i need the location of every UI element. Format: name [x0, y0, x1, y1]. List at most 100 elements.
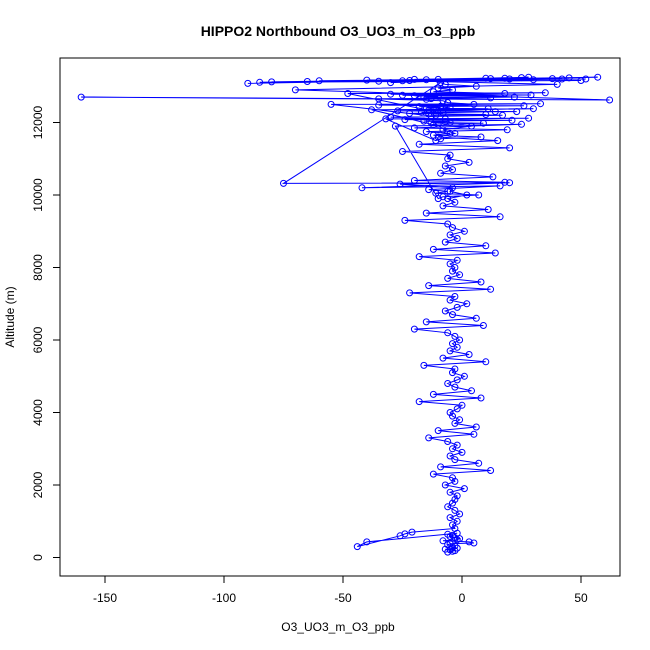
data-point: [451, 419, 459, 427]
data-point: [446, 296, 454, 304]
data-point: [449, 311, 456, 319]
data-point: [479, 119, 487, 127]
data-point: [439, 537, 447, 545]
data-point: [406, 109, 414, 117]
data-point: [479, 322, 487, 329]
data-point: [456, 271, 464, 279]
data-point: [434, 427, 442, 435]
data-point: [489, 173, 497, 181]
data-point: [458, 401, 466, 409]
data-point: [429, 245, 437, 253]
data-point: [468, 122, 475, 130]
data-point: [446, 231, 454, 239]
data-point: [453, 517, 461, 525]
data-point: [487, 75, 495, 83]
data-point: [472, 314, 480, 322]
data-point: [520, 102, 528, 110]
data-point: [458, 448, 466, 456]
data-point: [491, 249, 499, 257]
data-point: [444, 99, 452, 107]
data-point: [425, 186, 433, 194]
data-point: [415, 253, 423, 261]
data-point: [77, 93, 85, 101]
data-point: [422, 318, 430, 326]
y-tick-label: 2000: [31, 471, 45, 498]
data-point: [453, 544, 461, 552]
data-point: [496, 213, 504, 221]
data-point: [446, 187, 454, 195]
data-point: [401, 530, 409, 538]
data-point: [558, 75, 566, 83]
data-point: [387, 79, 395, 87]
data-point: [427, 112, 435, 120]
x-tick-label: 0: [459, 591, 466, 605]
data-point: [401, 216, 409, 224]
data-point: [541, 89, 549, 97]
data-point: [453, 343, 461, 351]
data-point: [484, 105, 492, 113]
data-point: [446, 347, 454, 355]
data-point: [451, 293, 459, 300]
data-point: [441, 118, 449, 126]
data-point: [475, 191, 483, 199]
data-point: [425, 106, 433, 114]
data-point: [527, 91, 535, 99]
data-point: [432, 111, 440, 119]
data-point: [525, 114, 533, 122]
data-point: [594, 73, 602, 81]
data-point: [410, 75, 418, 83]
data-point: [429, 106, 437, 113]
data-point: [437, 169, 445, 177]
data-point: [508, 116, 516, 124]
data-point: [456, 510, 464, 518]
y-tick-label: 10000: [31, 178, 45, 212]
data-point: [432, 137, 440, 145]
data-point: [399, 77, 406, 85]
y-tick-label: 8000: [31, 254, 45, 281]
data-point: [482, 111, 490, 118]
data-point: [451, 383, 459, 391]
data-point: [553, 80, 561, 88]
data-point: [446, 514, 454, 522]
data-point: [449, 521, 456, 529]
data-point: [477, 394, 485, 402]
data-point: [244, 79, 252, 87]
data-point: [449, 267, 456, 275]
data-point: [439, 109, 447, 117]
data-point: [439, 97, 447, 105]
data-point: [453, 235, 461, 242]
data-point: [420, 93, 428, 101]
data-point: [441, 238, 449, 246]
data-point: [465, 351, 473, 358]
data-point: [506, 179, 514, 187]
data-point: [444, 380, 452, 387]
data-point: [375, 77, 383, 85]
data-point: [434, 92, 442, 100]
data-point: [449, 412, 456, 420]
data-point: [449, 224, 456, 232]
data-point: [427, 95, 435, 103]
data-point: [422, 128, 430, 136]
data-point: [484, 206, 492, 213]
data-point: [280, 179, 287, 187]
data-point: [487, 285, 495, 293]
data-point: [449, 474, 456, 482]
data-point: [446, 452, 454, 460]
data-point: [441, 80, 449, 88]
data-point: [444, 155, 452, 163]
data-point: [446, 409, 454, 416]
x-tick-label: -150: [93, 591, 117, 605]
data-point: [437, 135, 445, 143]
data-point: [399, 148, 406, 155]
chart-title: HIPPO2 Northbound O3_UO3_m_O3_ppb: [201, 23, 476, 39]
data-point: [391, 122, 399, 130]
data-point: [437, 463, 445, 471]
data-point: [363, 76, 371, 84]
data-point: [606, 96, 614, 104]
data-point: [315, 77, 323, 85]
data-point: [415, 140, 423, 148]
y-tick-label: 12000: [31, 105, 45, 139]
data-point: [420, 117, 428, 125]
data-point: [506, 75, 514, 83]
